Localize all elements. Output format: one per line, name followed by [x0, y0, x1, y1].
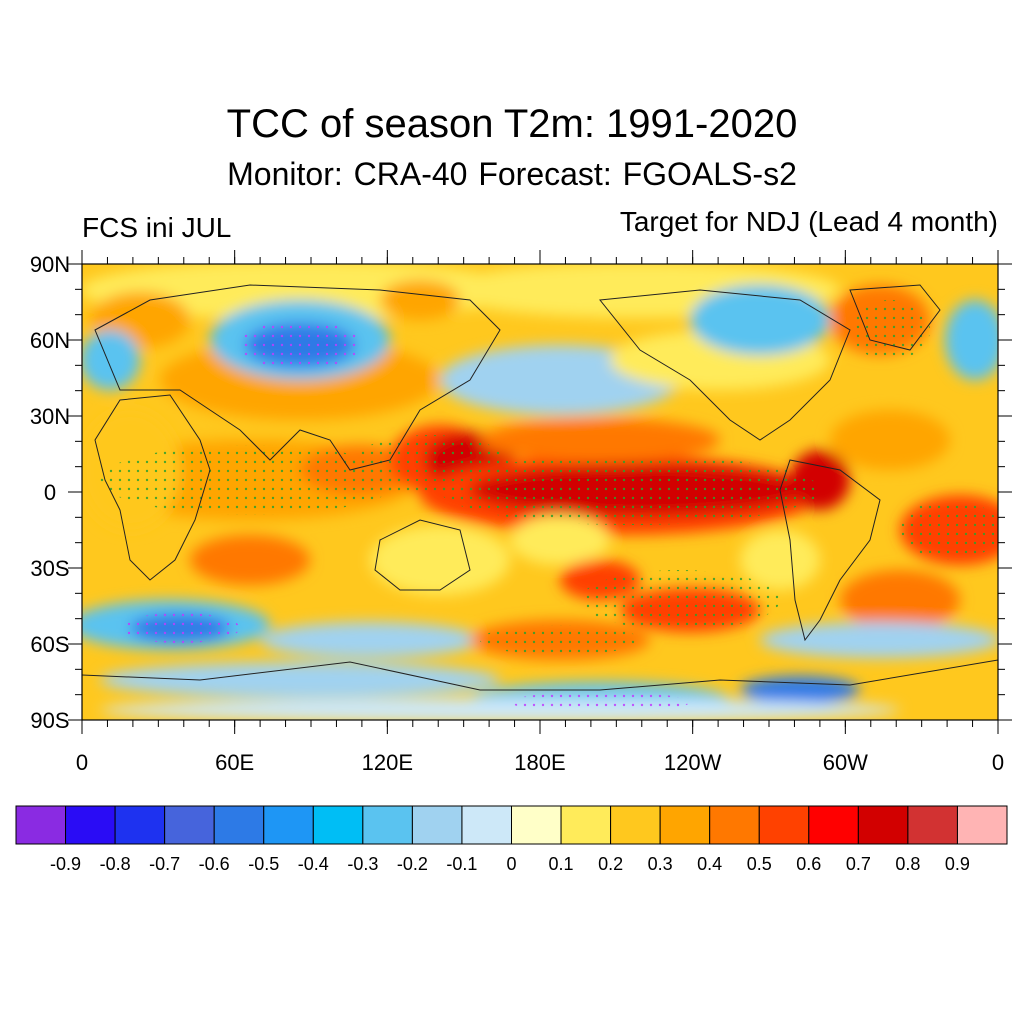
correlation-map	[82, 264, 998, 720]
colorbar-swatch	[956, 805, 1008, 845]
lat-tick-label: 60N	[30, 328, 70, 353]
colorbar-label: 0.1	[549, 854, 574, 874]
lat-tick-label: 90S	[30, 708, 69, 733]
colorbar-swatch	[114, 805, 166, 845]
lat-tick-label: 30S	[30, 556, 69, 581]
lat-tick-label: 60S	[30, 632, 69, 657]
lat-tick-label: 30N	[30, 404, 70, 429]
lon-tick-label: 60E	[215, 750, 254, 775]
colorbar-labels: -0.9 -0.8 -0.7 -0.6 -0.5 -0.4 -0.3 -0.2 -0.1 0 0.1…	[50, 854, 970, 874]
colorbar-label: 0.2	[598, 854, 623, 874]
lon-tick-label: 0	[992, 750, 1004, 775]
colorbar-label: -0.6	[199, 854, 230, 874]
south-america-coastline	[779, 459, 881, 642]
eurasia-coastline	[94, 284, 501, 471]
colorbar-swatch	[560, 805, 612, 845]
colorbar-swatch	[610, 805, 661, 845]
colorbar-swatch	[362, 805, 413, 845]
lon-tick-label: 120E	[362, 750, 413, 775]
colorbar-swatch	[65, 805, 116, 845]
colorbar-swatch	[213, 805, 265, 845]
colorbar-label: 0	[506, 854, 516, 874]
colorbar-swatch	[758, 805, 810, 845]
target-label: Target for NDJ (Lead 4 month)	[619, 206, 998, 237]
colorbar-swatch	[659, 805, 711, 845]
colorbar-label: -0.5	[248, 854, 279, 874]
chart-subtitle: Monitor: CRA-40 Forecast: FGOALS-s2	[227, 156, 797, 192]
lon-tick-label: 60W	[823, 750, 868, 775]
colorbar-swatch	[164, 805, 215, 845]
colorbar-swatch	[511, 805, 562, 845]
colorbar-label: -0.4	[298, 854, 329, 874]
colorbar-label: 0.6	[796, 854, 821, 874]
colorbar-swatch	[857, 805, 909, 845]
colorbar-swatch	[709, 805, 760, 845]
colorbar-swatch	[263, 805, 314, 845]
colorbar-swatch	[461, 805, 513, 845]
longitude-labels: 0 60E 120E 180E 120W 60W 0	[76, 750, 1004, 775]
colorbar-label: 0.4	[697, 854, 722, 874]
colorbar-label: -0.7	[149, 854, 180, 874]
init-label: FCS ini JUL	[82, 212, 232, 243]
lat-tick-label: 0	[44, 480, 56, 505]
lon-tick-label: 180E	[514, 750, 565, 775]
colorbar-label: -0.2	[397, 854, 428, 874]
colorbar	[15, 805, 1008, 845]
africa-coastline	[94, 394, 211, 581]
greenland-coastline	[849, 284, 941, 351]
colorbar-swatch	[15, 805, 67, 845]
colorbar-swatch	[312, 805, 364, 845]
colorbar-label: 0.3	[648, 854, 673, 874]
colorbar-swatch	[907, 805, 958, 845]
colorbar-label: -0.8	[100, 854, 131, 874]
colorbar-swatch	[411, 805, 463, 845]
latitude-labels: 90N 60N 30N 0 30S 60S 90S	[30, 252, 70, 733]
colorbar-label: 0.5	[747, 854, 772, 874]
australia-coastline	[374, 519, 471, 591]
antarctica-coastline	[82, 659, 998, 691]
north-america-coastline	[599, 289, 851, 441]
lat-tick-label: 90N	[30, 252, 70, 277]
colorbar-label: -0.9	[50, 854, 81, 874]
colorbar-swatch	[808, 805, 859, 845]
colorbar-label: 0.9	[945, 854, 970, 874]
lon-tick-label: 120W	[664, 750, 722, 775]
colorbar-label: -0.1	[446, 854, 477, 874]
colorbar-label: 0.7	[846, 854, 871, 874]
chart-title: TCC of season T2m: 1991-2020	[226, 102, 798, 146]
colorbar-label: -0.3	[347, 854, 378, 874]
lon-tick-label: 0	[76, 750, 88, 775]
colorbar-label: 0.8	[895, 854, 920, 874]
